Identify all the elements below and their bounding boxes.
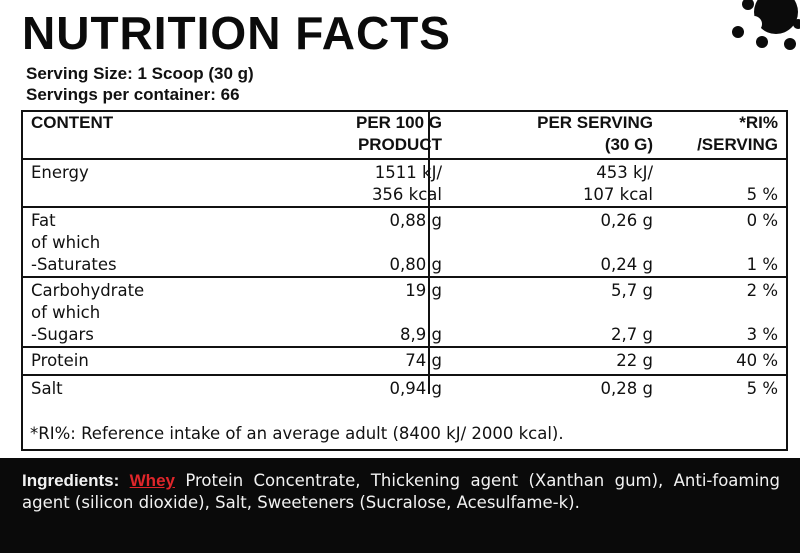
carb-ri: 2 % 3 %: [661, 276, 786, 347]
table-row-energy: Energy 1511 kJ/356 kcal 453 kJ/107 kcal …: [23, 158, 786, 207]
serving-size: Serving Size: 1 Scoop (30 g): [26, 64, 254, 83]
energy-label: Energy: [23, 158, 294, 207]
table-row-protein: Protein 74 g 22 g 40 %: [23, 346, 786, 375]
salt-perserving: 0,28 g: [450, 374, 661, 402]
carb-per100: 19 g 8,9 g: [294, 276, 450, 347]
header-per-100g: PER 100 G PRODUCT: [356, 113, 442, 154]
protein-ri: 40 %: [661, 346, 786, 375]
servings-per-container: Servings per container: 66: [26, 85, 240, 104]
ingredients-panel: Ingredients: Whey Protein Concentrate, T…: [0, 458, 800, 553]
energy-per100: 1511 kJ/356 kcal: [294, 158, 450, 207]
fat-perserving: 0,26 g 0,24 g: [450, 206, 661, 277]
energy-perserving: 453 kJ/107 kcal: [450, 158, 661, 207]
header-ri: *RI%/SERVING: [697, 113, 778, 154]
ingredients-list: Protein Concentrate, Thickening agent (X…: [22, 471, 780, 512]
salt-ri: 5 %: [661, 374, 786, 402]
fat-per100: 0,88 g 0,80 g: [294, 206, 450, 277]
serving-info: Serving Size: 1 Scoop (30 g) Servings pe…: [26, 63, 254, 105]
header-content: CONTENT: [31, 113, 114, 132]
table-row-salt: Salt 0,94 g 0,28 g 5 %: [23, 374, 786, 402]
protein-per100: 74 g: [294, 346, 450, 375]
fat-ri: 0 % 1 %: [661, 206, 786, 277]
allergen-highlight: Whey: [129, 471, 175, 490]
nutrition-table: CONTENT PER 100 G PRODUCT PER SERVING (30 …: [23, 110, 786, 402]
reference-intake-footnote: *RI%: Reference intake of an average adu…: [30, 424, 564, 443]
salt-per100: 0,94 g: [294, 374, 450, 402]
page-title: NUTRITION FACTS: [22, 7, 451, 59]
ingredients-text: Ingredients: Whey Protein Concentrate, T…: [22, 470, 780, 514]
table-header-row: CONTENT PER 100 G PRODUCT PER SERVING (30 …: [23, 110, 786, 159]
salt-label: Salt: [23, 374, 294, 402]
protein-perserving: 22 g: [450, 346, 661, 375]
ingredients-label: Ingredients:: [22, 471, 120, 490]
nutrition-table-frame: [21, 110, 788, 451]
carb-label: Carbohydrate of which -Sugars: [23, 276, 294, 347]
table-row-carbohydrate: Carbohydrate of which -Sugars 19 g 8,9 g 5…: [23, 276, 786, 347]
brand-logo-icon: [732, 0, 800, 50]
protein-label: Protein: [23, 346, 294, 375]
header-per-serving: PER SERVING (30 G): [537, 113, 653, 154]
fat-label: Fat of which -Saturates: [23, 206, 294, 277]
table-row-fat: Fat of which -Saturates 0,88 g 0,80 g 0,26…: [23, 206, 786, 277]
energy-ri: 5 %: [661, 158, 786, 207]
carb-perserving: 5,7 g 2,7 g: [450, 276, 661, 347]
